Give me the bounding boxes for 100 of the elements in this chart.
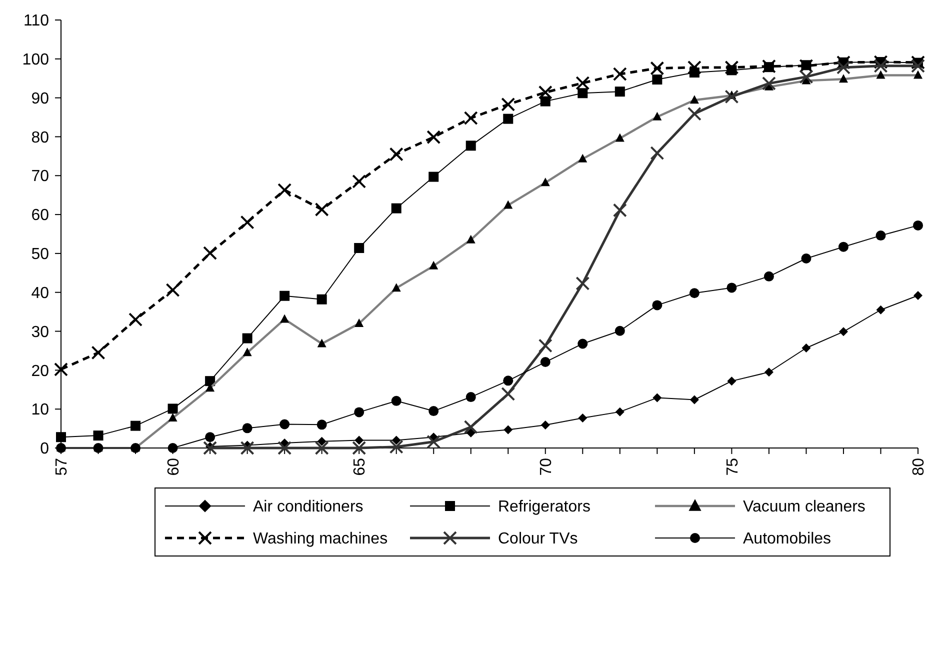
y-tick-label: 40 [31, 284, 50, 302]
point [690, 395, 699, 404]
point [314, 202, 329, 216]
point [687, 60, 702, 74]
point [242, 333, 252, 344]
x-tick-label: 60 [165, 458, 182, 476]
point [914, 290, 922, 300]
point [540, 96, 550, 106]
point [802, 344, 811, 353]
point [464, 420, 478, 434]
x-tick-label: 65 [352, 458, 369, 476]
point [54, 362, 68, 376]
legend-label: Automobiles [743, 530, 832, 548]
point [538, 338, 552, 353]
point [56, 432, 66, 442]
y-tick-label: 10 [31, 402, 50, 419]
point [911, 58, 925, 73]
point [166, 283, 180, 298]
y-tick-label: 90 [31, 90, 50, 108]
point [726, 282, 737, 293]
point [576, 76, 590, 90]
point [242, 423, 252, 434]
y-tick-label: 80 [31, 129, 50, 146]
point [540, 420, 550, 430]
point [93, 430, 104, 441]
point [911, 55, 925, 70]
point [466, 428, 476, 438]
point [838, 327, 848, 336]
legend-label: Vacuum cleaners [743, 498, 866, 516]
point [652, 393, 662, 402]
point [876, 230, 886, 241]
point [501, 97, 516, 112]
point [578, 88, 588, 98]
point [650, 61, 664, 76]
point [799, 58, 814, 73]
point [724, 60, 739, 74]
legend-label: Washing machines [253, 530, 388, 548]
point [503, 114, 514, 124]
point [205, 432, 216, 442]
point [876, 305, 886, 314]
point [352, 441, 366, 455]
legend-label: Colour TVs [498, 530, 578, 548]
point [687, 106, 702, 121]
x-tick-label: 70 [538, 458, 555, 476]
point [689, 288, 700, 298]
legend-label: Air conditioners [253, 498, 364, 516]
point [762, 59, 776, 74]
point [168, 404, 178, 414]
point [128, 312, 143, 327]
x-tick-label: 75 [724, 458, 742, 476]
point [838, 242, 848, 252]
point [428, 406, 439, 416]
point [652, 74, 662, 85]
point [278, 183, 292, 198]
point [203, 246, 218, 260]
point [612, 203, 627, 218]
point [391, 396, 402, 406]
point [727, 376, 736, 386]
point [389, 147, 404, 162]
y-tick-label: 50 [31, 246, 50, 264]
point [576, 276, 590, 290]
y-tick-label: 30 [31, 324, 50, 341]
point [464, 111, 478, 126]
point [762, 76, 776, 90]
point [240, 215, 254, 230]
y-tick-label: 70 [31, 168, 50, 186]
point [538, 85, 552, 100]
point [280, 419, 290, 430]
point [504, 425, 513, 434]
point [168, 443, 178, 453]
point [203, 441, 218, 455]
point [354, 243, 364, 254]
point [278, 441, 292, 455]
y-tick-label: 100 [22, 52, 50, 69]
point [391, 203, 402, 214]
point [130, 420, 141, 431]
point [612, 67, 627, 82]
point [316, 420, 327, 430]
x-tick-label: 80 [910, 458, 928, 476]
y-tick-label: 0 [40, 440, 50, 458]
point [426, 130, 441, 144]
point [764, 271, 774, 282]
point [540, 357, 550, 368]
point [578, 338, 588, 349]
point [836, 60, 850, 74]
point [652, 300, 662, 310]
point [913, 220, 923, 230]
point [799, 70, 814, 84]
point [801, 254, 812, 264]
point [501, 386, 516, 401]
y-tick-label: 110 [23, 12, 50, 30]
point [240, 441, 254, 455]
point [615, 407, 624, 416]
y-tick-label: 60 [31, 207, 50, 224]
x-tick-label: 57 [54, 458, 71, 476]
point [503, 376, 514, 386]
y-tick-label: 20 [31, 362, 50, 380]
point [650, 146, 664, 160]
point [317, 436, 326, 446]
legend-label: Refrigerators [498, 498, 590, 516]
